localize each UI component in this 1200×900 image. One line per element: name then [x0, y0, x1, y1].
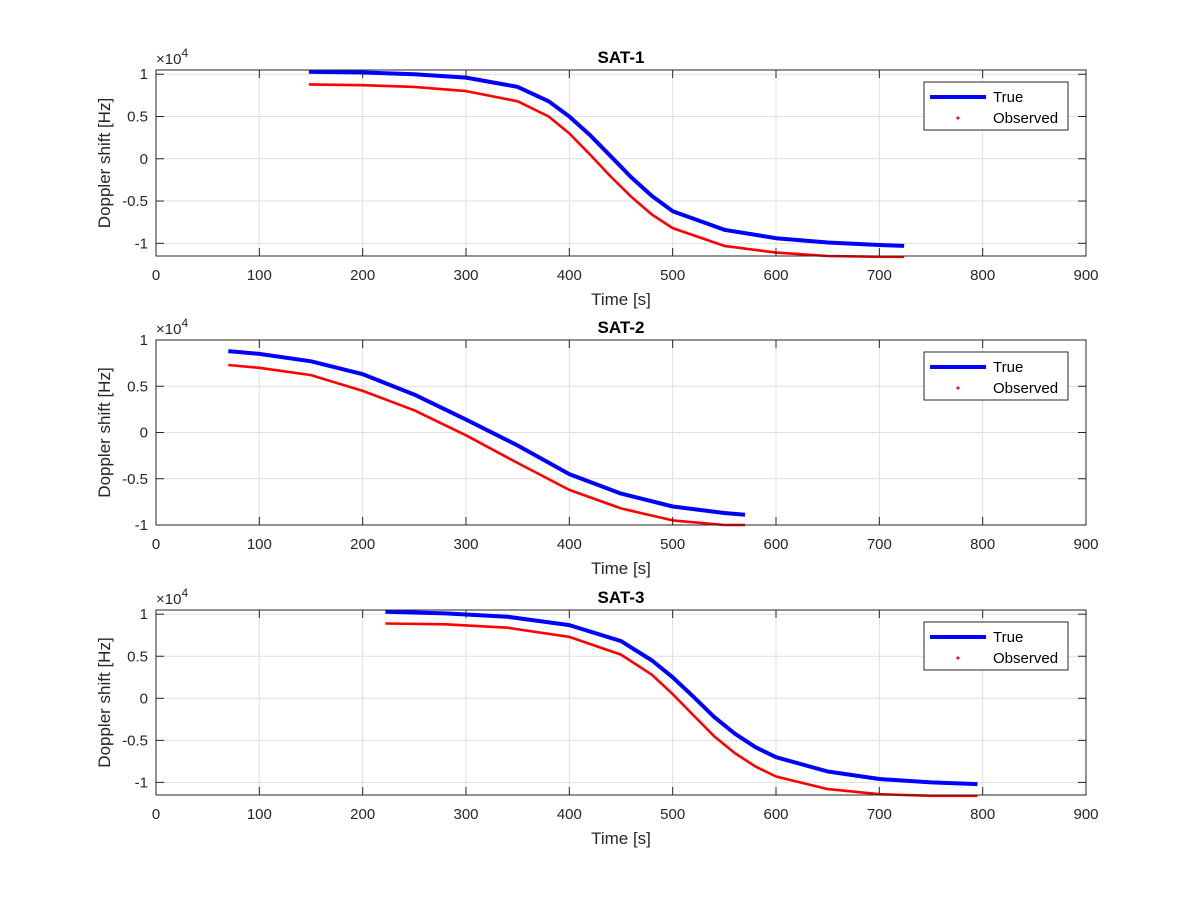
x-tick-label: 700: [867, 806, 892, 823]
x-tick-label: 400: [557, 806, 582, 823]
x-tick-label: 100: [247, 536, 272, 553]
legend-label: True: [993, 359, 1023, 376]
y-tick-label: 1: [140, 606, 148, 623]
x-tick-label: 600: [763, 806, 788, 823]
plot-title: SAT-2: [598, 318, 645, 337]
x-tick-label: 300: [453, 536, 478, 553]
chart-panel-2: 0 100 200 300 400 500 600 700 800 900 -1 -0.5 0 0.5 1 ×…: [95, 316, 1099, 578]
y-axis-label: Doppler shift [Hz]: [95, 637, 114, 767]
axes-box: [155, 69, 1087, 257]
x-tick-label: 300: [453, 806, 478, 823]
plot-title: SAT-3: [598, 588, 645, 607]
x-tick-label: 0: [152, 267, 160, 284]
legend-swatch-dot: [956, 116, 960, 120]
y-axis-label: Doppler shift [Hz]: [95, 98, 114, 228]
chart-panel-3: 0 100 200 300 400 500 600 700 800 900 -1 -0.5 0 0.5 1 ×…: [95, 586, 1099, 848]
series-dots-observed: [228, 363, 745, 527]
y-tick-label: 0.5: [127, 378, 148, 395]
y-exponent-label: ×104: [156, 586, 188, 608]
x-tick-label: 900: [1073, 806, 1098, 823]
legend: True Observed: [923, 351, 1069, 401]
x-tick-label: 600: [763, 267, 788, 284]
x-tick-label: 800: [970, 806, 995, 823]
x-tick-label: 500: [660, 267, 685, 284]
plot-title: SAT-1: [598, 48, 645, 67]
y-tick-label: 0.5: [127, 648, 148, 665]
y-tick-label: 0: [140, 690, 148, 707]
x-tick-label: 400: [557, 267, 582, 284]
x-tick-label: 700: [867, 536, 892, 553]
legend-label: True: [993, 629, 1023, 646]
x-axis-label: Time [s]: [591, 829, 651, 848]
y-tick-label: -1: [135, 774, 148, 791]
chart-panel-1: 0 100 200 300 400 500 600 700 800 900 -1 -0.5 0 0.5 1 ×…: [95, 46, 1099, 309]
x-tick-label: 600: [763, 536, 788, 553]
x-axis-label: Time [s]: [591, 559, 651, 578]
legend-swatch-dot: [956, 386, 960, 390]
y-exponent-label: ×104: [156, 46, 188, 68]
legend-box: [923, 351, 1069, 401]
x-tick-label: 900: [1073, 536, 1098, 553]
axes-box: [155, 609, 1087, 796]
y-exponent-label: ×104: [156, 316, 188, 338]
x-tick-label: 100: [247, 267, 272, 284]
x-tick-label: 700: [867, 267, 892, 284]
x-tick-label: 100: [247, 806, 272, 823]
y-tick-label: 1: [140, 332, 148, 349]
x-tick-label: 500: [660, 536, 685, 553]
legend-label: True: [993, 89, 1023, 106]
y-tick-label: 0.5: [127, 109, 148, 126]
series-line-true: [228, 349, 746, 517]
y-tick-label: 1: [140, 66, 148, 83]
x-tick-label: 500: [660, 806, 685, 823]
series-dots-observed: [385, 622, 978, 798]
legend: True Observed: [923, 81, 1069, 131]
series-line-true: [308, 69, 905, 248]
legend-label: Observed: [993, 650, 1058, 667]
y-tick-label: -0.5: [122, 471, 148, 488]
y-tick-label: -0.5: [122, 193, 148, 210]
legend-label: Observed: [993, 380, 1058, 397]
y-tick-label: 0: [140, 425, 148, 442]
legend: True Observed: [923, 621, 1069, 671]
legend-box: [923, 81, 1069, 131]
x-axis-label: Time [s]: [591, 290, 651, 309]
x-tick-label: 0: [152, 536, 160, 553]
legend-swatch-dot: [956, 656, 960, 660]
y-tick-label: -0.5: [122, 732, 148, 749]
x-tick-label: 200: [350, 267, 375, 284]
x-tick-label: 0: [152, 806, 160, 823]
x-tick-label: 200: [350, 806, 375, 823]
x-tick-label: 400: [557, 536, 582, 553]
x-tick-label: 800: [970, 267, 995, 284]
y-tick-label: -1: [135, 235, 148, 252]
x-tick-label: 900: [1073, 267, 1098, 284]
legend-label: Observed: [993, 110, 1058, 127]
series-line-true: [385, 609, 978, 787]
x-tick-label: 800: [970, 536, 995, 553]
x-tick-label: 300: [453, 267, 478, 284]
y-axis-label: Doppler shift [Hz]: [95, 367, 114, 497]
y-tick-label: -1: [135, 517, 148, 534]
x-tick-label: 200: [350, 536, 375, 553]
series-dots-observed: [308, 83, 905, 259]
y-tick-label: 0: [140, 151, 148, 168]
legend-box: [923, 621, 1069, 671]
